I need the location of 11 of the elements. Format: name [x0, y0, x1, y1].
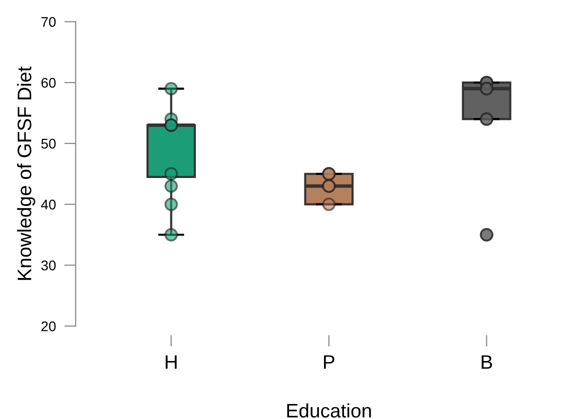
y-axis-title: Knowledge of GFSF Diet — [17, 66, 36, 280]
x-tick-label: H — [166, 355, 177, 369]
y-tick-label: 60 — [41, 78, 56, 88]
x-tick-label: B — [482, 355, 492, 369]
y-tick-label: 70 — [41, 17, 56, 27]
y-tick-label: 40 — [41, 200, 56, 210]
x-axis-title: Education — [287, 403, 371, 418]
x-tick-label: P — [324, 355, 334, 369]
y-tick-label: 20 — [41, 321, 56, 332]
y-tick-label: 50 — [41, 138, 56, 149]
y-tick-label: 30 — [41, 260, 56, 270]
